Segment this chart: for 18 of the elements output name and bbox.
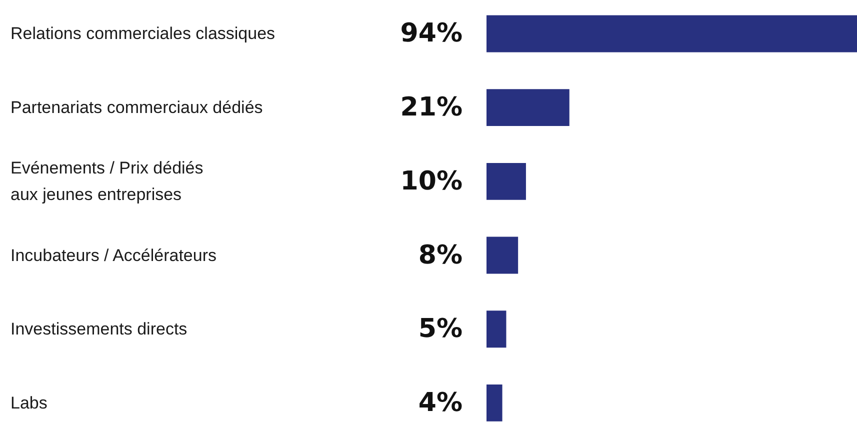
- data-label: 8%: [418, 240, 463, 270]
- data-label: 4%: [418, 388, 463, 418]
- bar: [486, 89, 570, 126]
- data-label: 10%: [400, 166, 462, 196]
- y-tick-label: Evénements / Prix dédiés aux jeunes entreprises: [10, 158, 204, 204]
- data-label: 94%: [400, 18, 462, 49]
- bar: [486, 384, 502, 422]
- bar: [486, 236, 518, 274]
- data-label: 5%: [418, 314, 463, 344]
- y-tick-label: Incubateurs / Accélérateurs: [10, 246, 217, 265]
- bar: [486, 162, 526, 200]
- y-tick-label: Labs: [10, 393, 48, 412]
- bar: [486, 15, 857, 52]
- data-label: 21%: [400, 92, 462, 123]
- y-tick-label: Relations commerciales classiques: [10, 24, 276, 44]
- y-tick-label: Partenariats commerciaux dédiés: [10, 98, 263, 118]
- y-tick-label: Investissements directs: [10, 320, 188, 339]
- bar: [486, 310, 506, 348]
